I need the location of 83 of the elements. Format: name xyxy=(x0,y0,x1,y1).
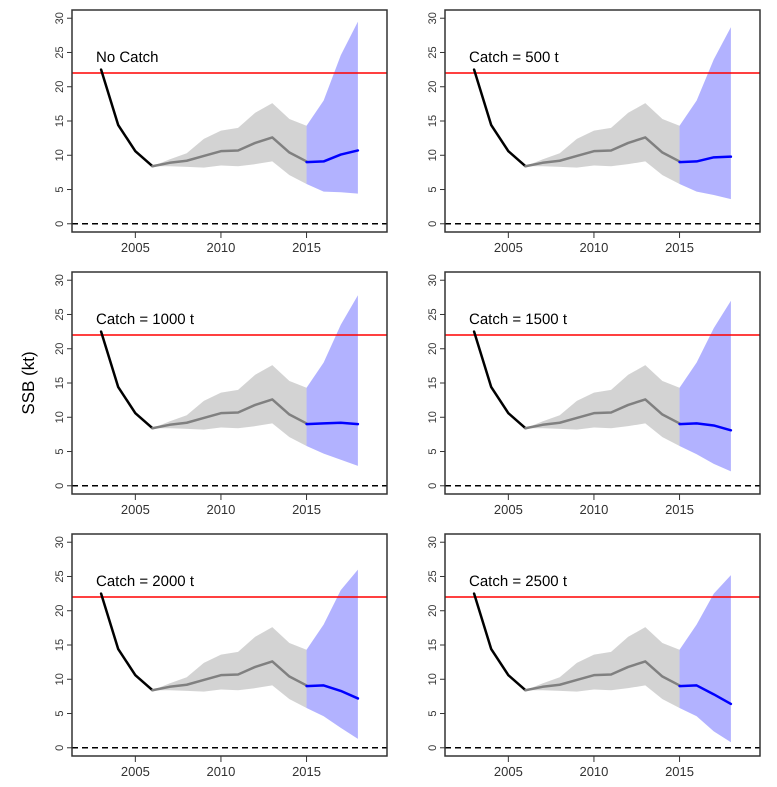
y-axis-title: SSB (kt) xyxy=(19,351,38,415)
y-tick-label: 30 xyxy=(427,536,439,548)
line-series xyxy=(151,136,308,168)
y-tick-label: 20 xyxy=(427,342,439,355)
y-tick-label: 20 xyxy=(54,342,66,355)
y-tick-label: 25 xyxy=(427,570,439,583)
text: Catch = 2000 t xyxy=(96,573,195,590)
text: Catch = 2500 t xyxy=(469,573,568,590)
x-tick-label: 2005 xyxy=(494,240,523,255)
line-series xyxy=(472,330,527,430)
line-series xyxy=(524,136,681,168)
x-tick-label: 2015 xyxy=(292,240,321,255)
line-series xyxy=(305,149,360,164)
x-tick-label: 2010 xyxy=(206,240,236,255)
line-series xyxy=(100,330,154,430)
line-series xyxy=(472,592,527,692)
y-tick-label: 15 xyxy=(54,638,66,652)
text: Catch = 1500 t xyxy=(469,311,568,328)
line-series xyxy=(678,422,732,432)
y-tick-label: 0 xyxy=(427,744,439,751)
y-tick-label: 30 xyxy=(427,274,439,286)
text: No Catch xyxy=(96,49,159,66)
y-tick-label: 10 xyxy=(427,673,439,686)
line-series xyxy=(100,68,154,168)
x-tick-label: 2005 xyxy=(120,502,150,517)
x-tick-label: 2010 xyxy=(206,502,236,517)
y-tick-label: 5 xyxy=(427,186,439,193)
y-tick-label: 25 xyxy=(54,308,66,321)
x-tick-label: 2010 xyxy=(579,502,608,517)
y-tick-label: 5 xyxy=(54,448,66,455)
text: Catch = 500 t xyxy=(469,49,560,66)
y-tick-label: 20 xyxy=(54,604,66,617)
y-tick-label: 25 xyxy=(54,570,66,583)
y-tick-label: 15 xyxy=(427,376,439,390)
y-tick-label: 10 xyxy=(427,411,439,424)
y-tick-label: 0 xyxy=(54,744,66,751)
y-tick-label: 30 xyxy=(54,536,66,548)
y-tick-label: 30 xyxy=(427,12,439,24)
y-tick-label: 0 xyxy=(427,220,439,227)
y-tick-label: 10 xyxy=(54,411,66,424)
line-series xyxy=(305,684,360,700)
y-tick-label: 0 xyxy=(427,482,439,489)
y-tick-label: 30 xyxy=(54,274,66,286)
line-series xyxy=(151,398,308,430)
y-tick-label: 10 xyxy=(54,673,66,686)
line-series xyxy=(678,684,732,706)
y-tick-label: 25 xyxy=(54,46,66,59)
x-tick-label: 2005 xyxy=(120,240,150,255)
x-tick-label: 2005 xyxy=(494,764,523,779)
x-tick-label: 2015 xyxy=(292,502,321,517)
line-series xyxy=(524,398,681,430)
x-tick-label: 2010 xyxy=(579,240,608,255)
y-tick-label: 15 xyxy=(54,114,66,128)
x-tick-label: 2010 xyxy=(206,764,236,779)
y-tick-label: 5 xyxy=(427,710,439,717)
x-tick-label: 2010 xyxy=(579,764,608,779)
line-series xyxy=(472,68,527,168)
y-tick-label: 5 xyxy=(54,186,66,193)
x-tick-label: 2005 xyxy=(120,764,150,779)
y-tick-label: 10 xyxy=(427,149,439,162)
y-tick-label: 20 xyxy=(427,80,439,93)
x-tick-label: 2015 xyxy=(665,502,694,517)
y-tick-label: 0 xyxy=(54,482,66,489)
x-tick-label: 2015 xyxy=(292,764,321,779)
line-series xyxy=(524,660,681,692)
y-tick-label: 5 xyxy=(427,448,439,455)
y-tick-label: 15 xyxy=(427,638,439,652)
text: Catch = 1000 t xyxy=(96,311,195,328)
x-tick-label: 2005 xyxy=(494,502,523,517)
y-tick-label: 15 xyxy=(427,114,439,128)
y-tick-label: 10 xyxy=(54,149,66,162)
y-tick-label: 20 xyxy=(54,80,66,93)
y-tick-label: 0 xyxy=(54,220,66,227)
x-tick-label: 2015 xyxy=(665,240,694,255)
y-tick-label: 5 xyxy=(54,710,66,717)
y-tick-label: 25 xyxy=(427,46,439,59)
line-series xyxy=(100,592,154,692)
line-series xyxy=(151,660,308,692)
y-tick-label: 30 xyxy=(54,12,66,24)
y-tick-label: 25 xyxy=(427,308,439,321)
y-tick-label: 20 xyxy=(427,604,439,617)
x-tick-label: 2015 xyxy=(665,764,694,779)
y-tick-label: 15 xyxy=(54,376,66,390)
